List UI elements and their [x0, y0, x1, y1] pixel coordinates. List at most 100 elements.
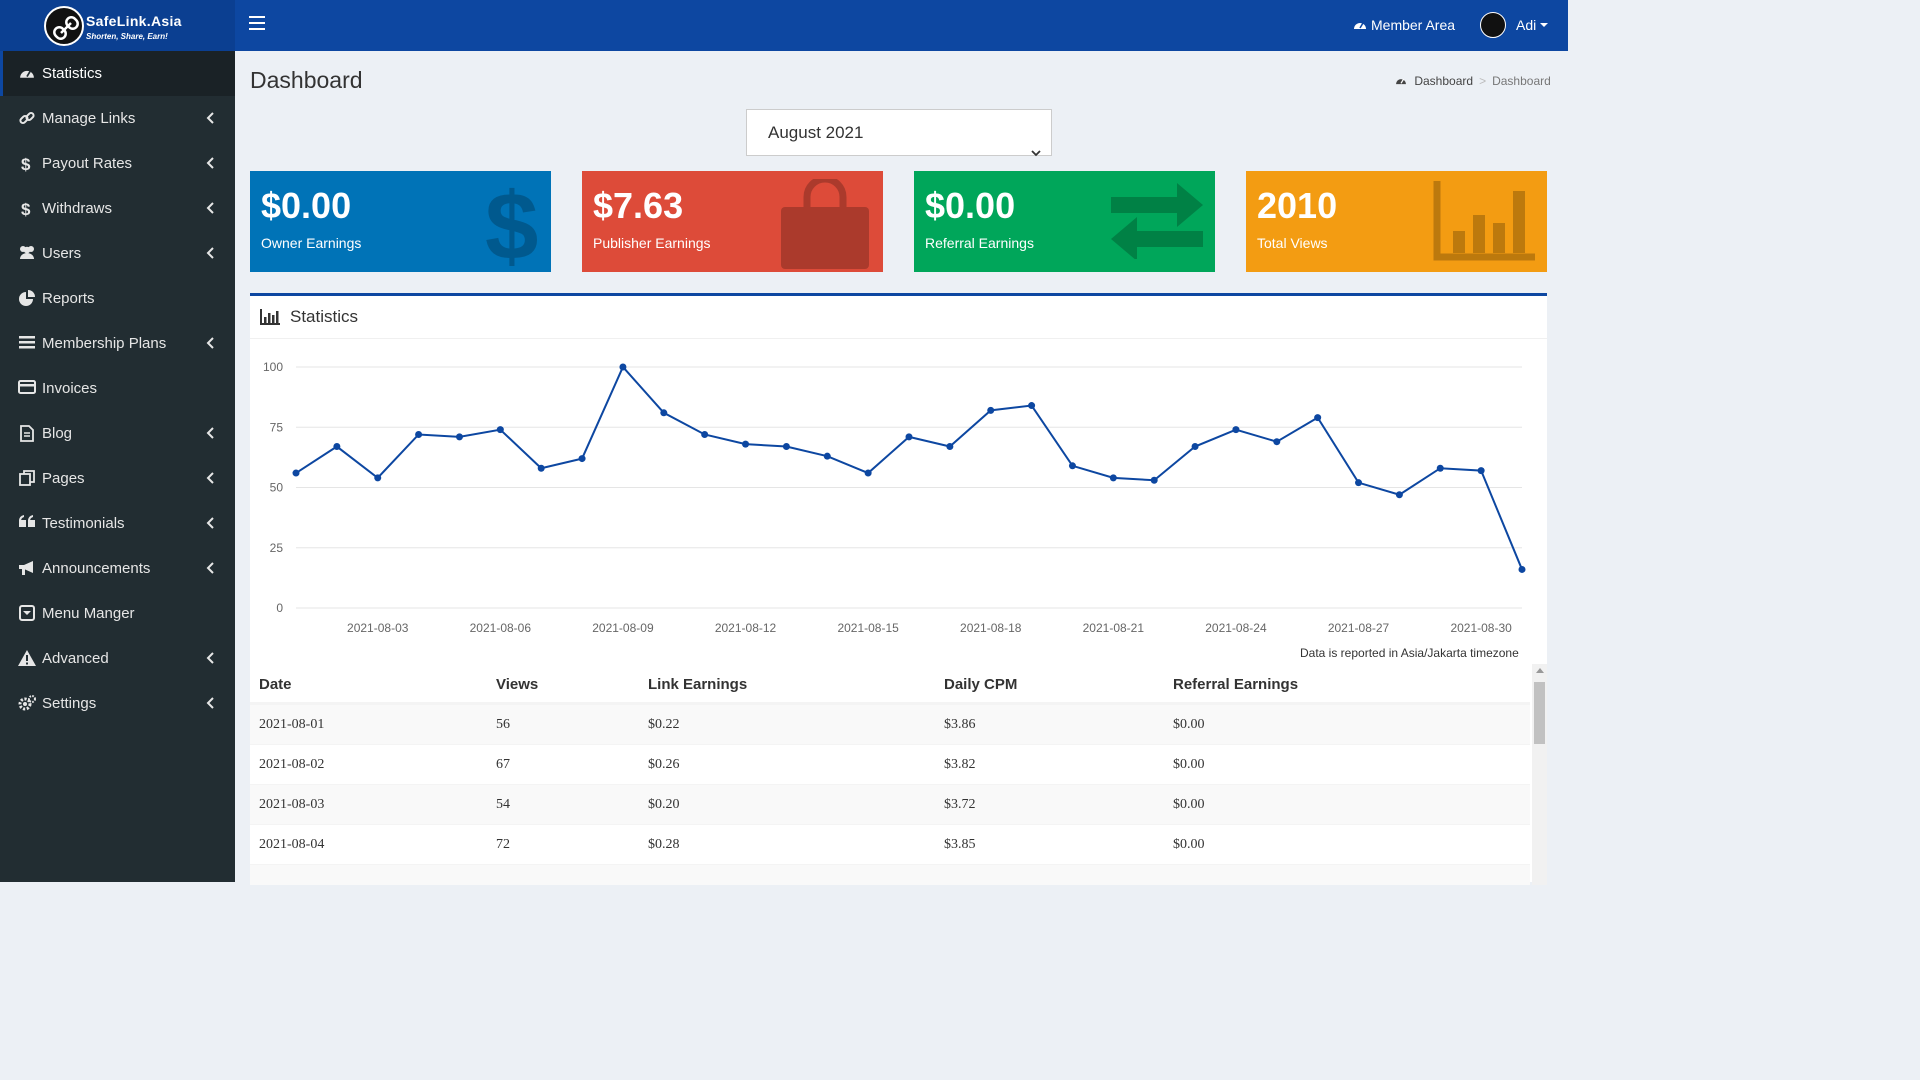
data-point[interactable]: [1232, 426, 1240, 434]
y-tick-label: 50: [270, 481, 284, 495]
sidebar-item-withdraws[interactable]: $ Withdraws: [0, 186, 235, 231]
table-cell: $0.00: [1173, 757, 1205, 772]
data-point[interactable]: [292, 469, 300, 477]
table-scrollbar[interactable]: [1532, 664, 1547, 885]
data-point[interactable]: [1028, 402, 1036, 410]
data-point[interactable]: [1518, 565, 1526, 573]
chevron-down-icon: [1031, 129, 1041, 174]
sidebar-item-statistics[interactable]: Statistics: [0, 51, 235, 96]
data-point[interactable]: [455, 433, 463, 441]
bar-chart-icon: [260, 309, 280, 330]
avatar: [1480, 12, 1506, 38]
dashboard-icon: [1353, 17, 1367, 33]
data-point[interactable]: [742, 440, 750, 448]
column-header: Date: [259, 676, 292, 693]
sidebar-item-label: Withdraws: [42, 200, 113, 217]
sidebar-item-settings[interactable]: Settings: [0, 681, 235, 726]
data-point[interactable]: [987, 406, 995, 414]
data-point[interactable]: [1355, 479, 1363, 487]
top-navbar: SafeLink.Asia Shorten, Share, Earn! Memb…: [0, 0, 1568, 51]
sidebar-item-menu-manger[interactable]: Menu Manger: [0, 591, 235, 636]
data-point[interactable]: [415, 430, 423, 438]
sidebar-item-manage-links[interactable]: Manage Links: [0, 96, 235, 141]
data-point[interactable]: [1109, 474, 1117, 482]
table-cell: 54: [496, 797, 510, 812]
column-header: Daily CPM: [944, 676, 1018, 693]
logo-chain-icon: [44, 6, 84, 46]
data-point[interactable]: [1273, 438, 1281, 446]
x-tick-label: 2021-08-15: [837, 621, 899, 635]
chevron-left-icon: [206, 111, 216, 125]
data-point[interactable]: [1150, 476, 1158, 484]
sidebar-item-label: Membership Plans: [42, 335, 167, 352]
svg-text:$: $: [485, 179, 538, 269]
owner-earnings-card: $0.00 Owner Earnings $: [250, 171, 551, 272]
sidebar-item-testimonials[interactable]: Testimonials: [0, 501, 235, 546]
chevron-left-icon: [206, 246, 216, 260]
svg-text:$: $: [21, 200, 31, 218]
card-value: $0.00: [261, 185, 352, 226]
scrollbar-thumb[interactable]: [1534, 682, 1545, 744]
sidebar-item-advanced[interactable]: Advanced: [0, 636, 235, 681]
month-select-value: August 2021: [768, 123, 864, 142]
data-point[interactable]: [1191, 443, 1199, 451]
sidebar-item-announcements[interactable]: Announcements: [0, 546, 235, 591]
sidebar-item-reports[interactable]: Reports: [0, 276, 235, 321]
chevron-left-icon: [206, 561, 216, 575]
sidebar-item-membership-plans[interactable]: Membership Plans: [0, 321, 235, 366]
sidebar-item-blog[interactable]: Blog: [0, 411, 235, 456]
sidebar-item-payout-rates[interactable]: $ Payout Rates: [0, 141, 235, 186]
user-name: Adi: [1516, 17, 1537, 33]
data-point[interactable]: [1395, 491, 1403, 499]
table-cell: 56: [496, 717, 510, 732]
data-point[interactable]: [537, 464, 545, 472]
page-title: Dashboard: [250, 67, 363, 93]
series-line: [295, 365, 1523, 570]
data-point[interactable]: [660, 409, 668, 417]
data-point[interactable]: [333, 443, 341, 451]
data-point[interactable]: [1477, 467, 1485, 475]
sidebar-item-label: Advanced: [42, 650, 109, 667]
data-point[interactable]: [946, 443, 954, 451]
data-point[interactable]: [496, 426, 504, 434]
data-point[interactable]: [1314, 414, 1322, 422]
main-content: Dashboard Dashboard > Dashboard August 202…: [235, 51, 1568, 885]
users-icon: [18, 245, 36, 263]
data-point[interactable]: [823, 452, 831, 460]
sidebar-item-label: Testimonials: [42, 515, 125, 532]
card-value: $7.63: [593, 185, 684, 226]
chevron-left-icon: [206, 201, 216, 215]
x-tick-label: 2021-08-24: [1205, 621, 1267, 635]
data-point[interactable]: [782, 443, 790, 451]
data-point[interactable]: [578, 455, 586, 463]
data-point[interactable]: [374, 474, 382, 482]
chevron-left-icon: [206, 651, 216, 665]
data-point[interactable]: [864, 469, 872, 477]
list-icon: [18, 335, 36, 353]
sidebar-item-label: Menu Manger: [42, 605, 135, 622]
data-point[interactable]: [905, 433, 913, 441]
breadcrumb-home[interactable]: Dashboard: [1414, 74, 1474, 88]
data-point[interactable]: [701, 430, 709, 438]
logo[interactable]: SafeLink.Asia Shorten, Share, Earn!: [0, 0, 235, 51]
table-cell: 2021-08-01: [259, 717, 325, 732]
column-header: Referral Earnings: [1173, 676, 1299, 693]
column-header: Link Earnings: [648, 676, 748, 693]
table-cell: 2021-08-02: [259, 757, 325, 772]
member-area-link[interactable]: Member Area: [1353, 17, 1455, 33]
sidebar-item-invoices[interactable]: Invoices: [0, 366, 235, 411]
dollar-icon: $: [18, 200, 36, 219]
data-point[interactable]: [619, 363, 627, 371]
sidebar-item-users[interactable]: Users: [0, 231, 235, 276]
scroll-up-icon[interactable]: [1536, 668, 1544, 673]
statistics-title: Statistics: [290, 307, 359, 326]
statistics-box: Statistics 0 25 50 75 100 2021-08-03 2021-08-0…: [250, 293, 1547, 885]
sidebar-item-pages[interactable]: Pages: [0, 456, 235, 501]
table-cell: $0.00: [1173, 837, 1205, 852]
sidebar-toggle-icon[interactable]: [249, 16, 265, 30]
month-select[interactable]: August 2021: [746, 109, 1052, 157]
table-cell: $3.72: [944, 797, 976, 812]
data-point[interactable]: [1068, 462, 1076, 470]
x-tick-label: 2021-08-21: [1083, 621, 1145, 635]
data-point[interactable]: [1436, 464, 1444, 472]
